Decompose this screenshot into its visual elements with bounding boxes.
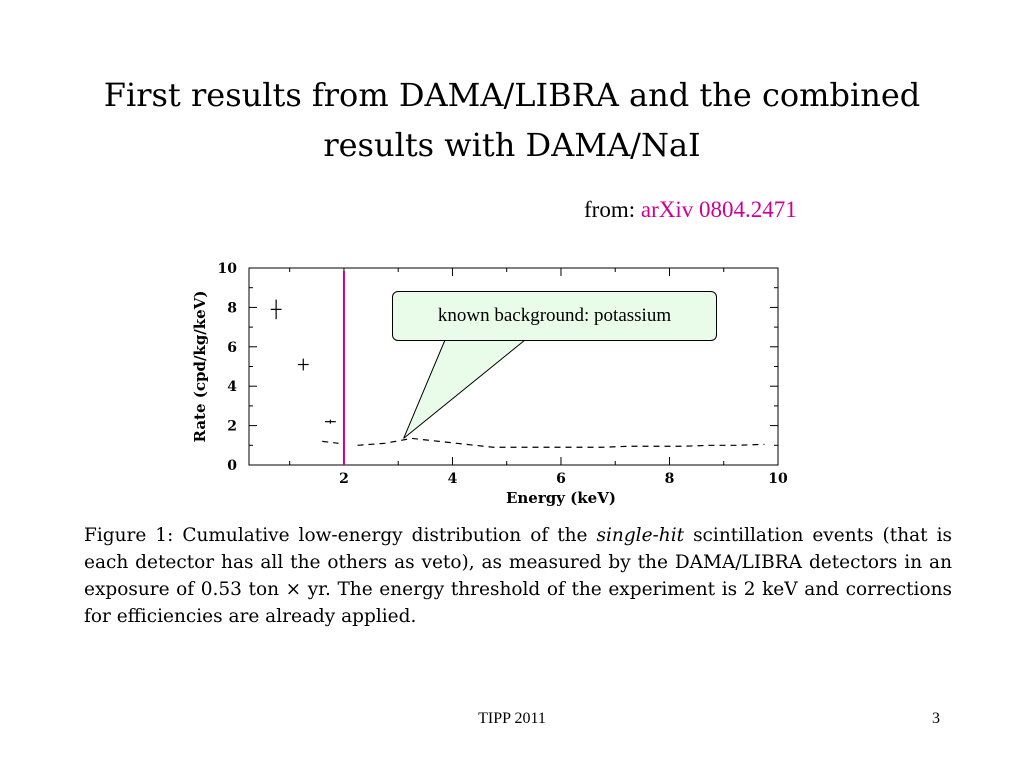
footer-conference: TIPP 2011 bbox=[478, 710, 546, 727]
callout-pointer bbox=[403, 339, 527, 439]
y-tick-label: 10 bbox=[218, 261, 238, 277]
slide-title: First results from DAMA/LIBRA and the co… bbox=[60, 70, 964, 170]
axis-ticks bbox=[249, 267, 779, 466]
source-reference: from: arXiv 0804.2471 bbox=[584, 197, 797, 223]
callout-text: known background: potassium bbox=[437, 305, 672, 326]
tick-labels: 2 4 6 8 10 0 2 4 6 8 10 bbox=[218, 261, 788, 487]
caption-emphasis: single-hit bbox=[596, 525, 685, 546]
y-axis-label: Rate (cpd/kg/keV) bbox=[191, 291, 209, 443]
y-tick-label: 8 bbox=[227, 300, 237, 316]
x-tick-label: 10 bbox=[768, 471, 788, 487]
x-tick-label: 4 bbox=[448, 471, 458, 487]
caption-text-end: scintillation events (that is each detec… bbox=[84, 525, 952, 627]
x-axis-label: Energy (keV) bbox=[506, 489, 616, 507]
figure-label: Figure 1: bbox=[84, 525, 174, 546]
y-tick-label: 0 bbox=[227, 458, 237, 474]
y-tick-label: 4 bbox=[227, 379, 237, 395]
y-tick-label: 6 bbox=[227, 340, 237, 356]
data-series-line bbox=[322, 440, 339, 444]
caption-text-start: Cumulative low-energy distribution of th… bbox=[182, 525, 588, 546]
callout-box: known background: potassium bbox=[392, 291, 717, 341]
title-line-2: results with DAMA/NaI bbox=[323, 126, 701, 164]
title-line-1: First results from DAMA/LIBRA and the co… bbox=[103, 76, 921, 114]
data-marks bbox=[270, 299, 765, 448]
y-tick-label: 2 bbox=[227, 419, 237, 435]
x-tick-label: 8 bbox=[665, 471, 675, 487]
figure-caption: Figure 1: Cumulative low-energy distribu… bbox=[84, 522, 952, 630]
data-series-line bbox=[357, 437, 765, 448]
x-tick-label: 6 bbox=[556, 471, 566, 487]
page-number: 3 bbox=[932, 710, 940, 727]
x-tick-label: 2 bbox=[339, 471, 349, 487]
arxiv-link[interactable]: arXiv 0804.2471 bbox=[640, 197, 797, 222]
source-prefix: from: bbox=[584, 197, 636, 222]
